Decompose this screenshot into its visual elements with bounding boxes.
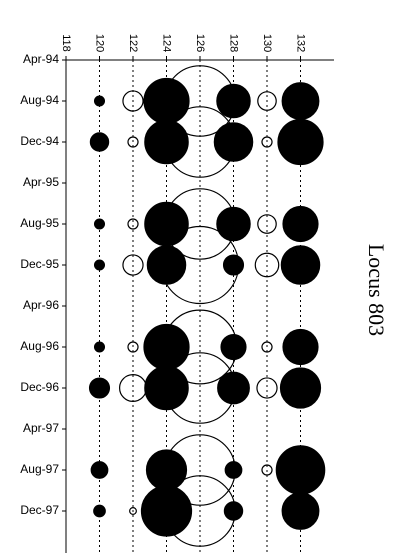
bubble-filled-Aug-97-128 (224, 461, 243, 479)
bubble-filled-Aug-94-132 (281, 82, 320, 120)
bubble-filled-Dec-97-120 (93, 504, 106, 518)
bubble-filled-Aug-97-132 (275, 445, 326, 495)
y-tick-label-Dec-97: Dec-97 (20, 503, 59, 517)
bubble-filled-Aug-97-124 (145, 449, 188, 491)
bubble-hollow-Aug-94-122 (122, 90, 144, 112)
bubble-filled-Aug-96-120 (93, 341, 106, 353)
bubble-filled-Aug-97-120 (90, 461, 109, 479)
x-tick-label-124: 124 (161, 34, 173, 52)
bubble-filled-Aug-94-128 (216, 83, 251, 119)
y-tick-label-Dec-94: Dec-94 (20, 134, 59, 148)
x-tick-label-118: 118 (60, 34, 72, 52)
bubble-hollow-Aug-96-130 (261, 341, 273, 353)
bubble-filled-Dec-94-120 (89, 132, 110, 152)
y-tick-label-Dec-95: Dec-95 (20, 257, 59, 271)
bubble-filled-Dec-96-124 (144, 365, 189, 411)
bubble-filled-Dec-95-128 (222, 254, 245, 276)
bubble-hollow-Dec-95-122 (122, 254, 144, 276)
bubble-hollow-Aug-95-130 (257, 214, 277, 234)
bubble-filled-Dec-96-128 (217, 371, 250, 405)
bubble-filled-Dec-94-132 (277, 118, 324, 166)
x-tick-label-120: 120 (94, 34, 106, 52)
y-tick-label-Apr-95: Apr-95 (23, 175, 59, 189)
bubble-hollow-Dec-95-130 (254, 252, 280, 278)
x-tick-label-122: 122 (127, 34, 139, 52)
y-tick-label-Apr-96: Apr-96 (23, 298, 59, 312)
bubble-filled-Dec-96-120 (88, 377, 111, 399)
hollow-bubble-layer (118, 65, 280, 547)
bubble-filled-Dec-94-128 (213, 122, 254, 162)
bubble-filled-Aug-95-120 (93, 218, 106, 230)
bubble-filled-Dec-95-120 (93, 259, 106, 271)
bubble-filled-Aug-94-120 (93, 95, 106, 107)
x-tick-label-132: 132 (295, 34, 307, 52)
axis-layer: 118 120 122 124 126 128 130 132 Apr-94 Aug-94 Dec-… (20, 34, 334, 553)
filled-bubble-layer (88, 77, 326, 537)
bubble-hollow-Aug-94-130 (257, 91, 277, 111)
bubble-hollow-Dec-94-130 (261, 136, 273, 148)
bubble-filled-Dec-94-124 (144, 119, 189, 165)
bubble-filled-Dec-97-124 (140, 485, 193, 537)
bubble-filled-Aug-96-124 (143, 323, 190, 371)
x-tick-label-128: 128 (228, 34, 240, 52)
bubble-filled-Aug-96-132 (282, 328, 319, 366)
y-tick-label-Apr-94: Apr-94 (23, 52, 59, 66)
bubble-filled-Dec-95-124 (146, 245, 187, 285)
bubble-hollow-Aug-95-122 (127, 218, 139, 230)
x-tick-label-130: 130 (261, 34, 273, 52)
y-tick-label-Aug-94: Aug-94 (20, 93, 59, 107)
bubble-filled-Aug-95-128 (216, 206, 251, 242)
bubble-filled-Aug-95-132 (282, 205, 319, 243)
bubble-hollow-Dec-97-122 (129, 507, 137, 515)
bubble-filled-Dec-95-132 (280, 245, 321, 285)
bubble-hollow-Dec-96-122 (118, 374, 147, 403)
bubble-hollow-Aug-97-130 (261, 464, 273, 476)
bubble-hollow-Dec-94-122 (127, 136, 139, 148)
bubble-filled-Aug-94-124 (143, 77, 190, 125)
chart-title: Locus 803 (364, 243, 389, 337)
bubble-filled-Aug-95-124 (144, 201, 189, 247)
x-tick-label-126: 126 (194, 34, 206, 52)
bubble-filled-Aug-96-128 (220, 333, 247, 361)
y-tick-label-Aug-97: Aug-97 (20, 462, 59, 476)
bubble-filled-Dec-97-132 (281, 492, 320, 530)
bubble-filled-Dec-96-132 (279, 367, 322, 409)
y-tick-label-Dec-96: Dec-96 (20, 380, 59, 394)
grid-layer (99, 60, 301, 553)
bubble-filled-Dec-97-128 (223, 501, 244, 521)
y-tick-label-Apr-97: Apr-97 (23, 421, 59, 435)
bubble-hollow-Aug-96-122 (127, 341, 139, 353)
y-tick-label-Aug-96: Aug-96 (20, 339, 59, 353)
bubble-hollow-Dec-96-130 (256, 377, 278, 399)
y-tick-label-Aug-95: Aug-95 (20, 216, 59, 230)
